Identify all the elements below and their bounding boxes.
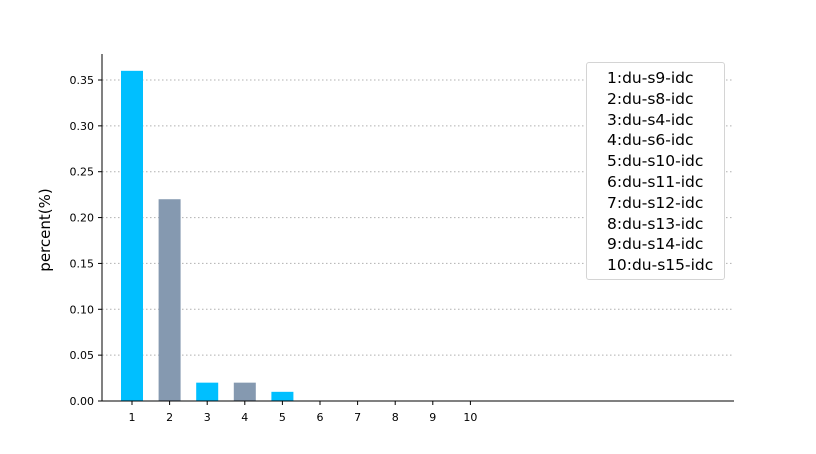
legend-item: 5:du-s10-idc [607, 152, 704, 171]
y-tick-label: 0.20 [70, 212, 95, 225]
bar [196, 382, 219, 401]
x-tick-label: 5 [279, 411, 286, 424]
x-tick-label: 4 [241, 411, 248, 424]
y-tick-label: 0.30 [70, 120, 95, 133]
legend-item: 1:du-s9-idc [607, 69, 694, 87]
legend-item: 9:du-s14-idc [607, 235, 704, 254]
y-tick-label: 0.25 [70, 166, 95, 179]
legend: 1:du-s9-idc 2:du-s8-idc 3:du-s4-idc 4:du-s6… [586, 62, 725, 280]
x-tick-label: 3 [204, 411, 211, 424]
x-tick-label: 8 [392, 411, 399, 424]
x-tick-label: 10 [463, 411, 477, 424]
x-tick-label: 6 [317, 411, 324, 424]
legend-item: 2:du-s8-idc [607, 89, 694, 108]
bar [271, 391, 294, 401]
y-axis-label: percent(%) [36, 188, 54, 271]
legend-item: 4:du-s6-idc [607, 131, 694, 150]
x-tick-label: 2 [166, 411, 173, 424]
x-tick-label: 7 [354, 411, 361, 424]
y-tick-label: 0.05 [70, 349, 95, 362]
bar-layer [121, 70, 294, 401]
bar [121, 70, 143, 401]
axis-layer: 0.00 0.05 0.10 0.15 0.20 0.25 0.30 0.35 1 2 3 4 5 6 7 8… [70, 54, 734, 424]
y-tick-label: 0.35 [70, 74, 95, 87]
y-tick-label: 0.10 [70, 303, 95, 316]
x-tick-label: 1 [129, 411, 136, 424]
legend-item: 3:du-s4-idc [607, 110, 694, 129]
legend-item: 6:du-s11-idc [607, 172, 704, 191]
legend-item: 7:du-s12-idc [607, 193, 704, 212]
y-tick-label: 0.15 [70, 257, 95, 270]
legend-item: 10:du-s15-idc [607, 256, 714, 275]
bar [233, 382, 256, 401]
y-tick-label: 0.00 [70, 395, 95, 408]
grid-layer [102, 79, 734, 356]
legend-item: 8:du-s13-idc [607, 214, 704, 233]
bar [158, 199, 181, 401]
x-tick-label: 9 [429, 411, 436, 424]
